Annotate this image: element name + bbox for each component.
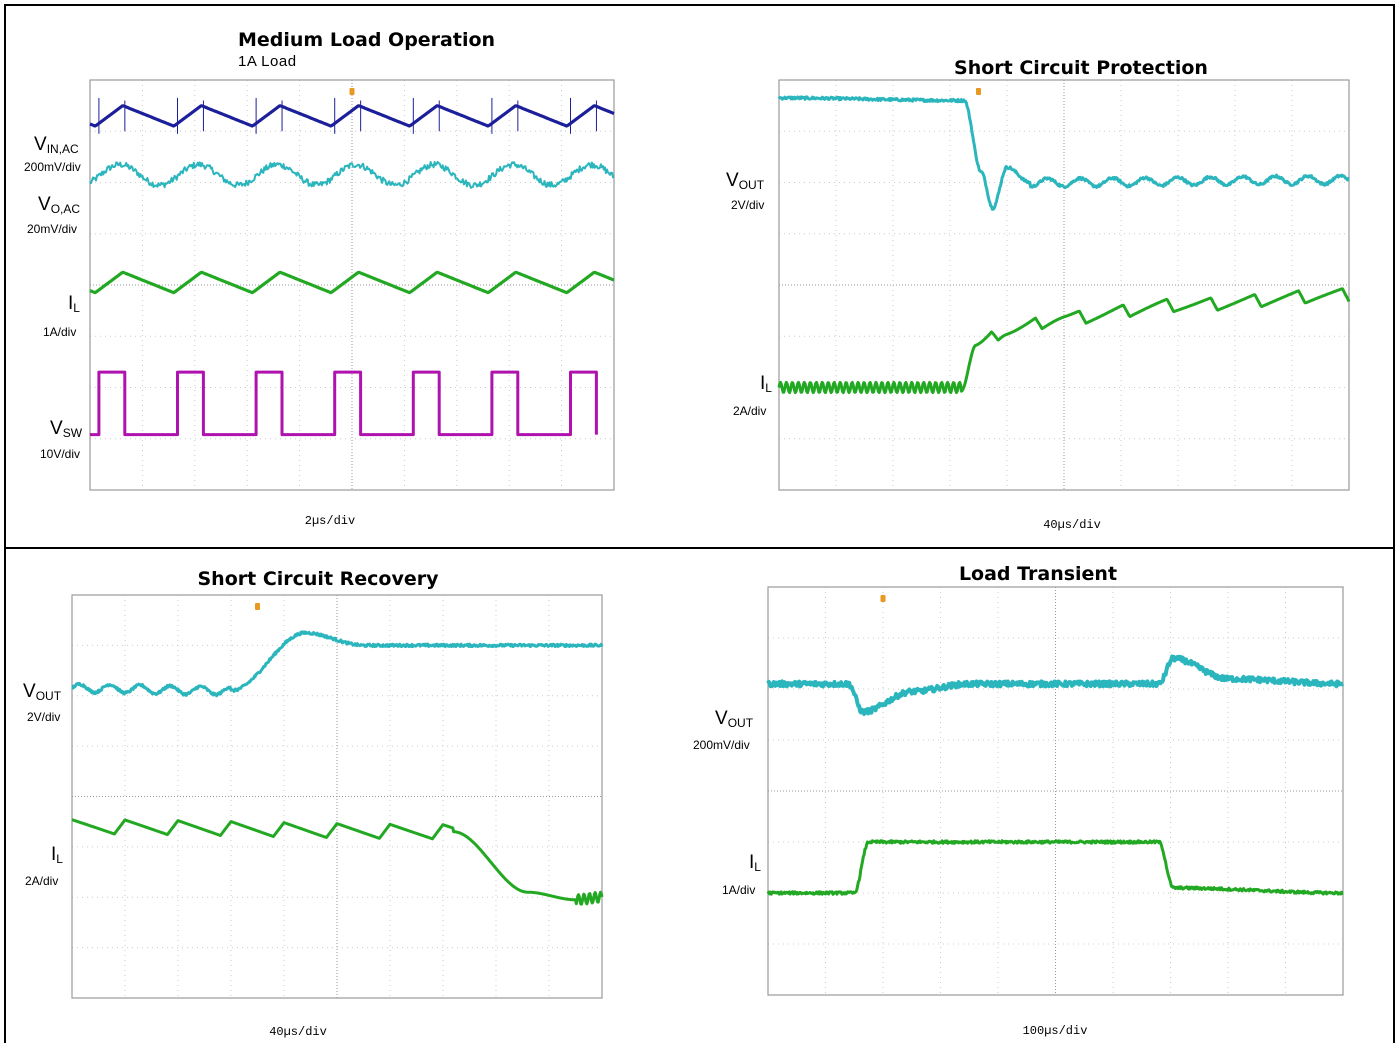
trace-voac [89,160,615,189]
panel-title: Load Transient [959,563,1117,585]
svg-text:VOUT: VOUT [23,681,62,703]
time-scale-label: 40µs/div [269,1025,327,1039]
time-scale-label: 2µs/div [305,514,355,528]
svg-text:IL: IL [68,293,80,315]
channel-label-vout: VOUT 2V/div [23,681,62,724]
channel-scale: 20mV/div [27,222,77,236]
svg-text:IL: IL [749,852,761,874]
trigger-marker [255,603,260,610]
channel-scale: 200mV/div [24,160,81,174]
svg-text:VIN,AC: VIN,AC [34,134,79,156]
trigger-marker [880,595,886,602]
panel-title: Short Circuit Recovery [197,568,439,590]
channel-label-main: I [51,844,56,865]
plot-frame [767,586,1344,996]
plot-frame [89,79,615,491]
channel-label-il: IL 1A/div [43,293,80,339]
trace-il [766,839,1344,896]
channel-label-il: IL 2A/div [25,844,63,888]
trace-il [777,287,1351,395]
svg-text:VOUT: VOUT [726,170,765,192]
panel-title: Medium Load Operation [238,29,495,51]
channel-label-sub: L [765,381,772,395]
channel-label-main: V [34,134,47,155]
channel-label-sub: OUT [739,178,765,192]
channel-scale: 2A/div [25,874,58,888]
channel-label-il: IL 1A/div [722,852,761,897]
channel-label-main: V [38,194,51,215]
panel-subtitle: 1A Load [238,53,297,70]
channel-scale: 1A/div [722,883,755,897]
channel-label-main: V [726,170,739,191]
svg-text:IL: IL [51,844,63,866]
channel-label-sub: L [754,860,761,874]
svg-text:IL: IL [760,373,772,395]
channel-label-sub: O,AC [51,202,81,216]
channel-label-sub: IN,AC [47,142,79,156]
plot-area [89,79,615,491]
channel-label-vout: VOUT 2V/div [726,170,765,212]
channel-scale: 1A/div [43,325,76,339]
plot-area [766,586,1345,996]
channel-label-main: I [749,852,754,873]
panel-medium-load: Medium Load Operation 1A Load VIN,AC 200… [24,29,615,528]
channel-label-main: I [68,293,73,314]
trace-vout [766,654,1345,716]
channel-label-sub: L [56,852,63,866]
plot-area [777,79,1351,491]
trace-vsw [90,370,598,437]
plot-frame [778,79,1350,491]
channel-label-sub: OUT [728,716,754,730]
svg-text:VSW: VSW [50,418,83,440]
panel-title: Short Circuit Protection [954,57,1208,79]
trace-vout [71,630,604,698]
trace-il [89,270,615,295]
channel-label-sub: OUT [36,689,62,703]
time-scale-label: 40µs/div [1043,518,1101,532]
trigger-marker [349,88,355,95]
channel-label-il: IL 2A/div [733,373,772,418]
channel-label-vo-ac: VO,AC 20mV/div [27,194,80,236]
channel-label-main: V [715,708,728,729]
table-borders [4,4,1395,1043]
trigger-marker [976,88,981,95]
channel-scale: 10V/div [40,447,80,461]
svg-text:VOUT: VOUT [715,708,754,730]
channel-label-main: V [50,418,63,439]
channel-scale: 2V/div [731,198,764,212]
panel-short-circuit-recovery: Short Circuit Recovery VOUT 2V/div IL 2A… [23,568,604,1039]
panel-short-circuit-protection: Short Circuit Protection VOUT 2V/div IL … [726,57,1351,532]
channel-label-sub: SW [63,426,83,440]
trace-il [71,818,604,906]
channel-label-sub: L [73,301,80,315]
svg-text:VO,AC: VO,AC [38,194,80,216]
channel-label-main: I [760,373,765,394]
channel-scale: 2V/div [27,710,60,724]
trace-vout [777,95,1350,211]
plot-frame [71,594,603,999]
channel-label-vout: VOUT 200mV/div [693,708,754,752]
channel-label-main: V [23,681,36,702]
panel-load-transient: Load Transient VOUT 200mV/div IL 1A/div … [693,563,1345,1038]
channel-scale: 200mV/div [693,738,750,752]
channel-label-vin-ac: VIN,AC 200mV/div [24,134,81,174]
time-scale-label: 100µs/div [1023,1024,1088,1038]
channel-label-vsw: VSW 10V/div [40,418,83,461]
plot-area [71,594,604,999]
channel-scale: 2A/div [733,404,766,418]
